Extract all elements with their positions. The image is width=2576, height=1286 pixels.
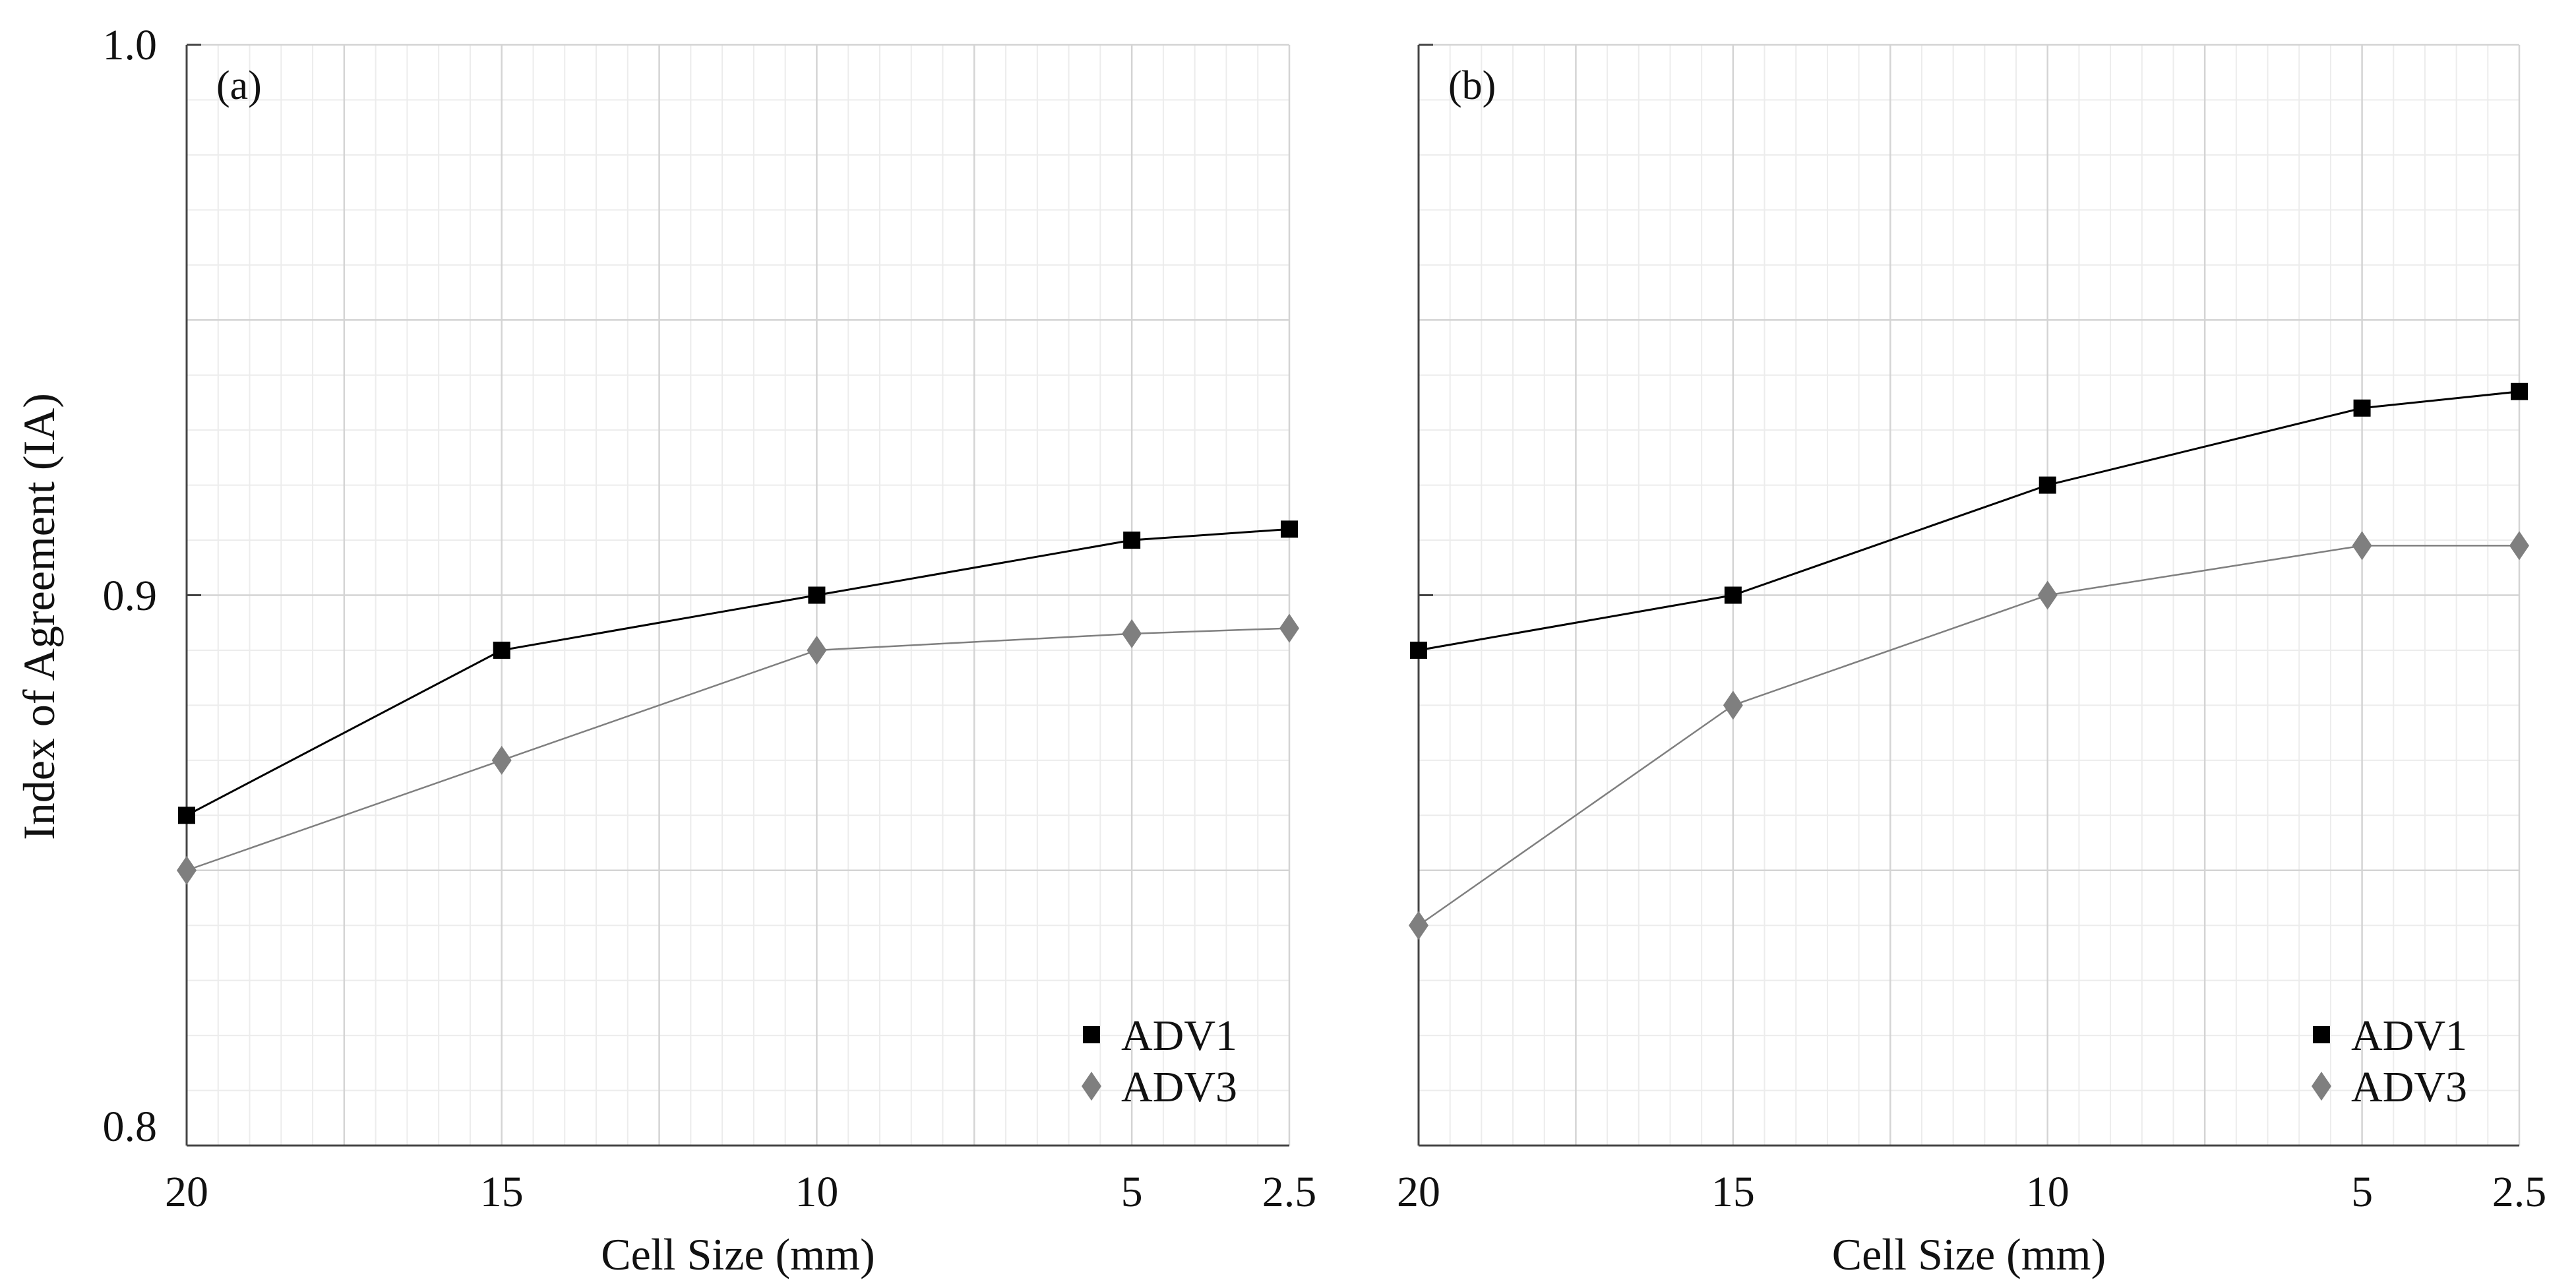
- legend-marker-adv3: [2312, 1072, 2331, 1101]
- panel-label: (b): [1448, 63, 1496, 108]
- x-tick-label: 10: [795, 1168, 838, 1216]
- data-point-adv1: [178, 807, 195, 824]
- data-point-adv1: [2039, 476, 2056, 494]
- x-tick-label: 2.5: [1262, 1168, 1317, 1216]
- y-tick-label: 1.0: [103, 21, 158, 69]
- y-axis-title: Index of Agreement (IA): [14, 393, 64, 840]
- data-point-adv3: [2352, 531, 2372, 561]
- x-tick-label: 15: [1711, 1168, 1755, 1216]
- data-point-adv3: [1723, 690, 1743, 720]
- series-line-adv3: [1418, 545, 2519, 927]
- data-point-adv3: [1409, 911, 1428, 940]
- series-line-adv3: [186, 627, 1290, 871]
- data-point-adv1: [2511, 383, 2528, 400]
- data-point-adv3: [1122, 619, 1142, 648]
- x-tick-label: 5: [2351, 1168, 2373, 1216]
- data-point-adv1: [493, 641, 510, 659]
- x-tick-label: 10: [2026, 1168, 2070, 1216]
- data-point-adv1: [1281, 520, 1298, 538]
- legend-label-adv1: ADV1: [2351, 1012, 2467, 1060]
- y-tick-label: 0.8: [103, 1103, 158, 1151]
- legend-marker-adv1: [2313, 1026, 2330, 1043]
- data-point-adv1: [1724, 586, 1742, 604]
- data-point-adv3: [807, 635, 827, 665]
- legend-marker-adv1: [1083, 1026, 1100, 1043]
- legend-label-adv3: ADV3: [2351, 1063, 2467, 1111]
- x-tick-label: 5: [1121, 1168, 1143, 1216]
- data-point-adv1: [2353, 399, 2371, 417]
- legend-marker-adv3: [1082, 1072, 1101, 1101]
- x-tick-label: 20: [1397, 1168, 1440, 1216]
- y-tick-label: 0.9: [103, 572, 158, 620]
- x-tick-label: 15: [480, 1168, 524, 1216]
- x-axis-title: Cell Size (mm): [1832, 1229, 2106, 1279]
- x-tick-label: 2.5: [2492, 1168, 2547, 1216]
- data-point-adv3: [2509, 531, 2529, 561]
- data-point-adv1: [1123, 532, 1141, 549]
- data-point-adv3: [1279, 613, 1299, 643]
- data-point-adv3: [2037, 580, 2058, 610]
- x-axis-title: Cell Size (mm): [601, 1229, 874, 1279]
- x-tick-label: 20: [165, 1168, 208, 1216]
- series-line-adv1: [186, 528, 1290, 816]
- legend-label-adv1: ADV1: [1121, 1012, 1237, 1060]
- data-point-adv3: [177, 855, 197, 885]
- data-point-adv1: [808, 586, 826, 604]
- data-point-adv3: [491, 745, 512, 775]
- panel-label: (a): [216, 63, 262, 108]
- legend-label-adv3: ADV3: [1121, 1063, 1237, 1111]
- data-point-adv1: [1410, 641, 1427, 659]
